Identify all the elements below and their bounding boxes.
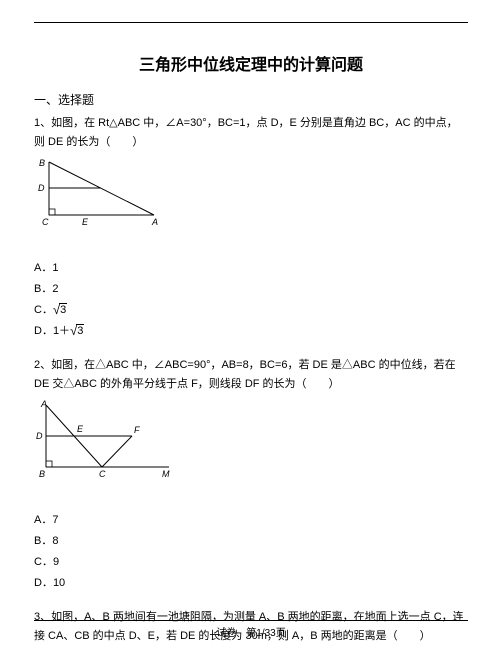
q1-label-D: D — [38, 183, 45, 193]
page-title: 三角形中位线定理中的计算问题 — [34, 51, 468, 75]
q2-figure: A D E F B C M — [34, 399, 468, 482]
q1-opt-b: B．2 — [34, 279, 468, 300]
page-footer: 试卷 第1/33页 — [34, 620, 468, 639]
q2-label-A: A — [40, 399, 47, 409]
sqrt-icon: √3 — [53, 303, 67, 317]
q1-opt-a: A．1 — [34, 258, 468, 279]
q2-opt-b: B．8 — [34, 531, 468, 552]
q1-label-E: E — [82, 217, 89, 227]
q1-label-B: B — [39, 158, 45, 168]
q2-text: 2、如图，在△ABC 中，∠ABC=90°，AB=8，BC=6，若 DE 是△A… — [34, 356, 468, 393]
q1-options: A．1 B．2 C．√3 D．1＋√3 — [34, 258, 468, 342]
q2-label-F: F — [134, 425, 140, 435]
footer-text: 试卷 第1/33页 — [34, 624, 468, 639]
q1-text: 1、如图，在 Rt△ABC 中，∠A=30°，BC=1，点 D，E 分别是直角边… — [34, 114, 468, 151]
sqrt-icon: √3 — [70, 324, 84, 338]
q1-label-C: C — [42, 217, 49, 227]
q1-label-A: A — [151, 217, 158, 227]
q2-label-B: B — [39, 469, 45, 479]
q2-options: A．7 B．8 C．9 D．10 — [34, 510, 468, 594]
top-divider — [34, 22, 468, 23]
q2-label-E: E — [77, 424, 84, 434]
q2-opt-c: C．9 — [34, 552, 468, 573]
q2-label-M: M — [162, 469, 170, 479]
q2-label-C: C — [99, 469, 106, 479]
q2-opt-a: A．7 — [34, 510, 468, 531]
q2-opt-d: D．10 — [34, 573, 468, 594]
q1-figure: B D C E A — [34, 157, 468, 230]
q2-label-D: D — [36, 431, 43, 441]
section-heading: 一、选择题 — [34, 91, 468, 108]
page: 三角形中位线定理中的计算问题 一、选择题 1、如图，在 Rt△ABC 中，∠A=… — [0, 22, 502, 645]
q1-opt-d: D．1＋√3 — [34, 321, 468, 342]
q1-opt-c: C．√3 — [34, 300, 468, 321]
footer-divider — [34, 620, 468, 621]
